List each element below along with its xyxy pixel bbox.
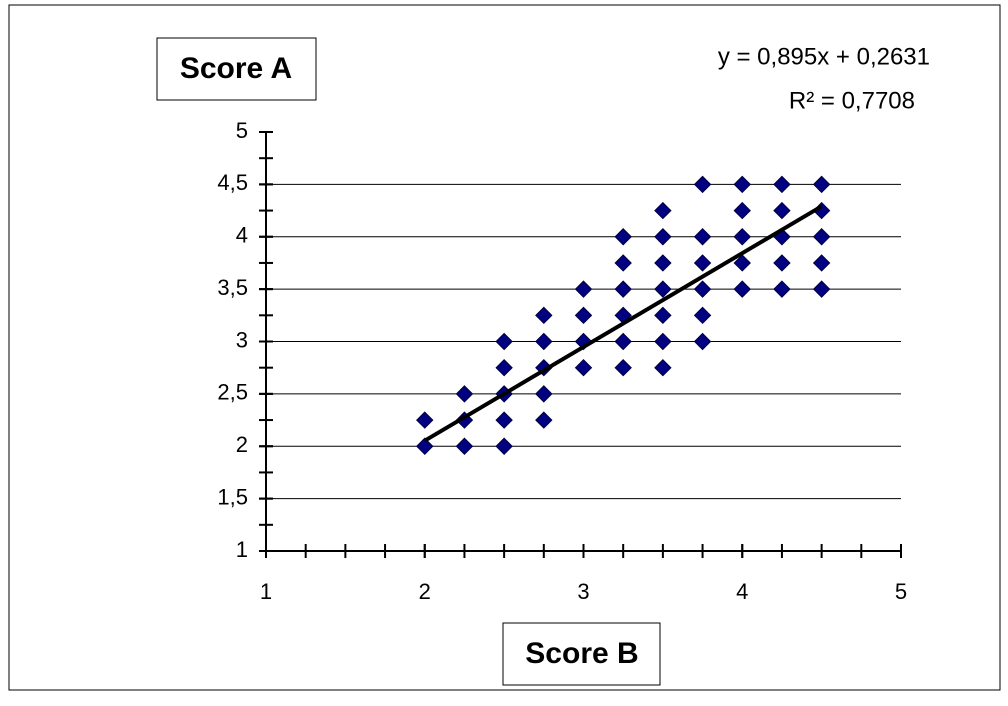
point bbox=[614, 358, 632, 377]
point bbox=[416, 411, 434, 429]
y-tick-label: 5 bbox=[236, 118, 248, 143]
y-tick-label: 3,5 bbox=[217, 275, 248, 300]
point bbox=[535, 306, 553, 325]
point bbox=[773, 175, 791, 194]
point bbox=[733, 201, 751, 220]
point bbox=[495, 437, 513, 455]
point bbox=[535, 411, 553, 429]
point bbox=[693, 306, 712, 325]
x-tick-label: 5 bbox=[895, 579, 907, 604]
x-tick-label: 3 bbox=[577, 579, 589, 604]
point bbox=[812, 254, 831, 272]
x-title-box bbox=[502, 622, 661, 686]
point bbox=[693, 280, 712, 298]
point bbox=[693, 332, 712, 351]
trendline bbox=[423, 204, 823, 443]
point bbox=[693, 254, 712, 272]
point bbox=[812, 228, 831, 246]
point bbox=[733, 228, 751, 246]
point bbox=[614, 228, 632, 246]
point bbox=[654, 254, 672, 272]
point bbox=[812, 280, 831, 298]
y-tick-label: 2,5 bbox=[217, 380, 248, 405]
y-title-box bbox=[156, 37, 317, 101]
y-tick-label: 4 bbox=[236, 223, 248, 248]
point bbox=[614, 280, 632, 298]
point bbox=[733, 175, 751, 194]
point bbox=[654, 358, 672, 377]
point bbox=[654, 228, 672, 246]
point bbox=[812, 175, 831, 194]
point bbox=[495, 411, 513, 429]
point bbox=[455, 385, 474, 403]
point bbox=[574, 306, 593, 325]
point bbox=[654, 306, 672, 325]
point bbox=[693, 228, 712, 246]
y-tick-label: 4,5 bbox=[217, 170, 248, 195]
point bbox=[693, 175, 712, 194]
point bbox=[614, 254, 632, 272]
x-tick-label: 2 bbox=[419, 579, 431, 604]
y-tick-label: 1,5 bbox=[217, 484, 248, 509]
point bbox=[654, 332, 672, 351]
y-axis-title: Score A bbox=[180, 52, 292, 85]
point bbox=[535, 332, 553, 351]
point bbox=[773, 254, 791, 272]
point bbox=[455, 437, 474, 455]
y-tick-label: 1 bbox=[236, 537, 248, 562]
point bbox=[495, 332, 513, 351]
x-tick-label: 4 bbox=[736, 579, 748, 604]
point bbox=[574, 358, 593, 377]
point bbox=[654, 280, 672, 298]
point bbox=[416, 437, 434, 455]
point bbox=[535, 385, 553, 403]
trend-equation: y = 0,895x + 0,2631 bbox=[718, 43, 930, 70]
y-tick-label: 2 bbox=[236, 432, 248, 457]
x-axis-title: Score B bbox=[525, 637, 638, 670]
point bbox=[773, 201, 791, 220]
r-squared: R² = 0,7708 bbox=[789, 87, 915, 114]
point bbox=[733, 280, 751, 298]
x-tick-label: 1 bbox=[260, 579, 272, 604]
point bbox=[773, 280, 791, 298]
chart-frame bbox=[8, 4, 1001, 691]
point bbox=[733, 254, 751, 272]
point bbox=[574, 280, 593, 298]
point bbox=[495, 358, 513, 377]
point bbox=[614, 332, 632, 351]
point bbox=[654, 201, 672, 220]
y-tick-label: 3 bbox=[236, 327, 248, 352]
